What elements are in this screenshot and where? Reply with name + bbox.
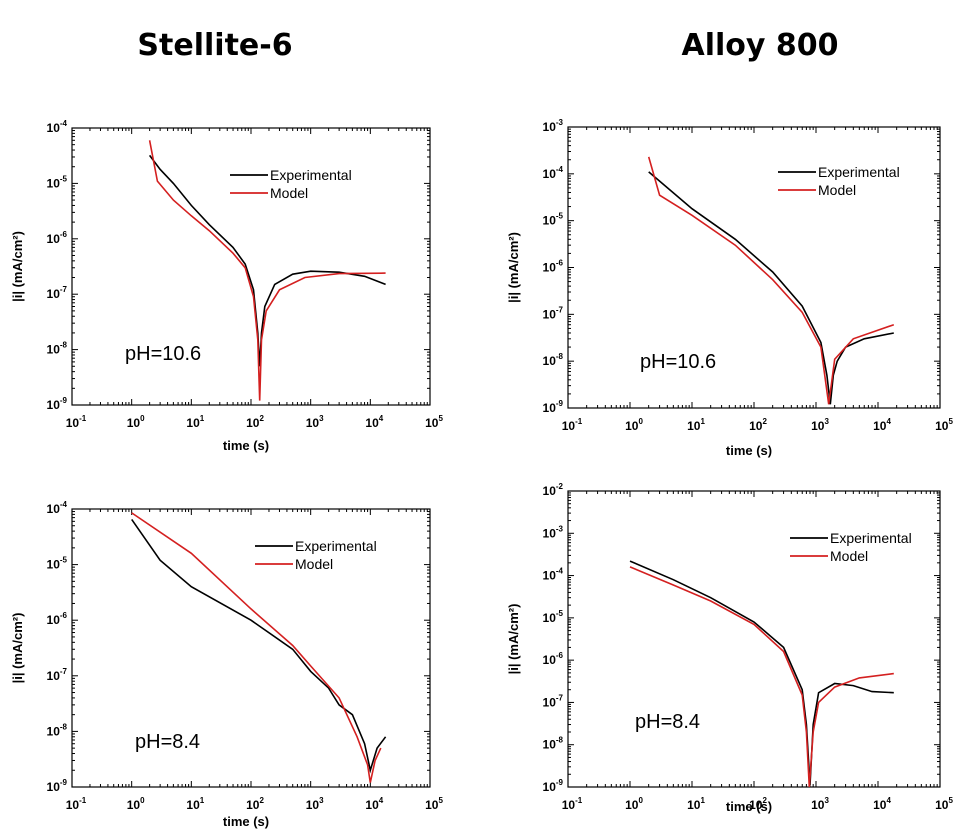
y-tick-label: 10-9 [543, 399, 564, 415]
x-tick-label: 102 [246, 796, 264, 812]
chart-panel-4: 10-1 100 101 102 103 104 105 10-2 10-3 10-4 10-5 10… [506, 482, 953, 814]
series-line-experimental [131, 518, 387, 774]
legend-label: Model [270, 185, 308, 201]
ph-annotation: pH=8.4 [135, 731, 200, 753]
x-tick-label: 100 [127, 414, 145, 430]
series-line-model [131, 512, 382, 783]
legend-label: Model [295, 556, 333, 572]
column-title-stellite: Stellite-6 [137, 28, 293, 63]
chart-panel-2: 10-1 100 101 102 103 104 105 10-3 10-4 10-5 10-6 10… [506, 118, 953, 458]
series-line-model [148, 140, 386, 401]
y-tick-label: 10-4 [47, 119, 68, 135]
x-tick-label: 104 [365, 414, 383, 430]
x-axis-label: time (s) [726, 799, 772, 814]
y-tick-label: 10-7 [47, 285, 68, 301]
y-tick-label: 10-6 [543, 259, 564, 275]
y-tick-label: 10-6 [47, 611, 68, 627]
y-tick-label: 10-9 [47, 778, 68, 794]
y-tick-label: 10-4 [47, 500, 68, 516]
y-tick-label: 10-7 [543, 305, 564, 321]
x-tick-label: 102 [749, 417, 767, 433]
ph-annotation: pH=10.6 [125, 343, 201, 365]
y-tick-label: 10-2 [543, 482, 564, 498]
y-tick-label: 10-4 [543, 567, 564, 583]
series-line-experimental [629, 560, 894, 786]
y-tick-label: 10-7 [543, 693, 564, 709]
y-axis-label: |i| (mA/cm²) [506, 232, 521, 303]
chart-panel-1: 10-1 100 101 102 103 104 105 10-4 10-5 10-6 10-7 10… [10, 119, 443, 453]
y-tick-label: 10-3 [543, 524, 564, 540]
y-tick-label: 10-5 [47, 174, 68, 190]
y-tick-label: 10-5 [543, 212, 564, 228]
x-tick-label: 10-1 [66, 414, 87, 430]
y-tick-label: 10-8 [543, 736, 564, 752]
x-tick-label: 102 [749, 796, 767, 812]
series-line-model [629, 566, 894, 787]
x-tick-label: 104 [365, 796, 383, 812]
x-tick-label: 104 [873, 417, 891, 433]
y-tick-label: 10-6 [47, 230, 68, 246]
y-tick-label: 10-9 [47, 396, 68, 412]
ph-annotation: pH=10.6 [640, 351, 716, 373]
y-axis-label: |i| (mA/cm²) [506, 604, 521, 675]
x-tick-label: 10-1 [66, 796, 87, 812]
x-tick-label: 100 [625, 796, 643, 812]
x-tick-label: 101 [687, 796, 705, 812]
x-tick-label: 105 [425, 414, 443, 430]
x-tick-label: 10-1 [562, 417, 583, 433]
x-tick-label: 100 [625, 417, 643, 433]
series-line-experimental [148, 154, 386, 367]
column-title-alloy: Alloy 800 [681, 28, 839, 63]
x-tick-label: 103 [306, 414, 324, 430]
x-tick-label: 101 [186, 414, 204, 430]
legend-label: Model [818, 182, 856, 198]
x-tick-label: 103 [811, 417, 829, 433]
ph-annotation: pH=8.4 [635, 711, 700, 733]
y-tick-label: 10-3 [543, 118, 564, 134]
y-tick-label: 10-8 [543, 352, 564, 368]
x-tick-label: 101 [687, 417, 705, 433]
y-axis-label: |i| (mA/cm²) [10, 613, 25, 684]
legend-label: Experimental [830, 530, 912, 546]
x-axis-label: time (s) [726, 443, 772, 458]
y-tick-label: 10-9 [543, 778, 564, 794]
legend-label: Experimental [818, 164, 900, 180]
x-tick-label: 104 [873, 796, 891, 812]
legend-label: Experimental [295, 538, 377, 554]
y-tick-label: 10-4 [543, 165, 564, 181]
x-tick-label: 101 [186, 796, 204, 812]
x-tick-label: 105 [935, 417, 953, 433]
x-tick-label: 102 [246, 414, 264, 430]
y-tick-label: 10-5 [47, 556, 68, 572]
y-tick-label: 10-8 [47, 722, 68, 738]
x-tick-label: 105 [425, 796, 443, 812]
legend-label: Model [830, 548, 868, 564]
y-tick-label: 10-5 [543, 609, 564, 625]
x-tick-label: 105 [935, 796, 953, 812]
y-tick-label: 10-6 [543, 651, 564, 667]
x-tick-label: 103 [811, 796, 829, 812]
x-tick-label: 10-1 [562, 796, 583, 812]
y-tick-label: 10-7 [47, 667, 68, 683]
x-axis-label: time (s) [223, 814, 269, 829]
y-tick-label: 10-8 [47, 341, 68, 357]
x-tick-label: 100 [127, 796, 145, 812]
x-tick-label: 103 [306, 796, 324, 812]
chart-panel-3: 10-1 100 101 102 103 104 105 10-4 10-5 10-6 10-7 10… [10, 500, 443, 829]
legend-label: Experimental [270, 167, 352, 183]
y-axis-label: |i| (mA/cm²) [10, 231, 25, 302]
series-line-model [647, 156, 895, 405]
x-axis-label: time (s) [223, 438, 269, 453]
